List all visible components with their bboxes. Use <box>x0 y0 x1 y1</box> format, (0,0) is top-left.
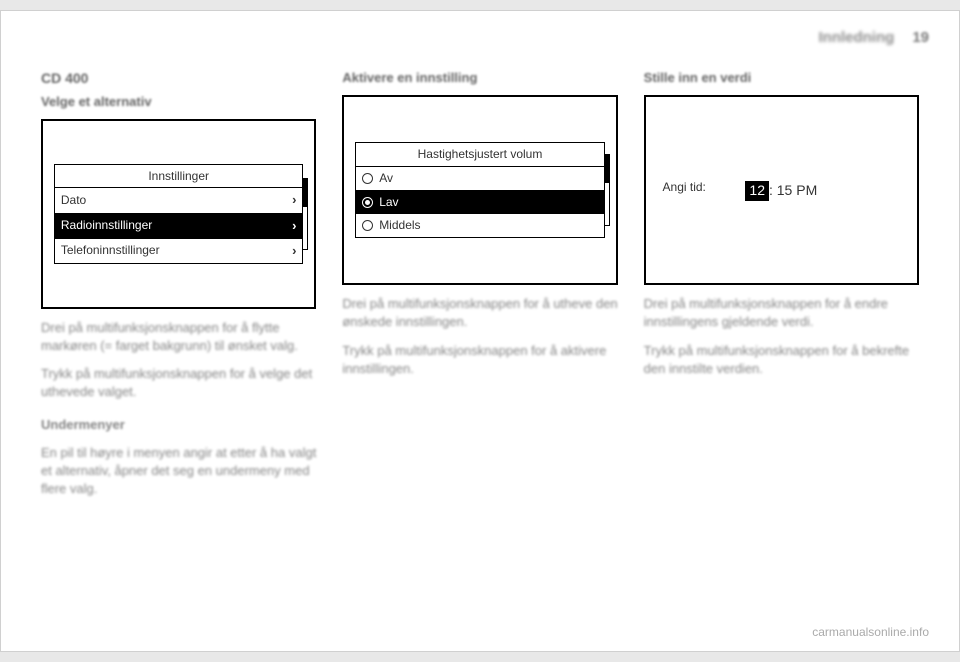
list-item-label: Telefoninnstillinger <box>61 242 160 259</box>
header-section-title: Innledning <box>818 29 894 46</box>
screenshot-set-time: Angi tid: 12: 15 PM <box>644 95 919 285</box>
chevron-right-icon: › <box>292 191 296 209</box>
time-label: Angi tid: <box>663 179 706 196</box>
column-1: CD 400 Velge et alternativ Innstillinger… <box>41 69 316 611</box>
footer-watermark: carmanualsonline.info <box>812 625 929 639</box>
col2-paragraph-2: Trykk på multifunksjonsknappen for å akt… <box>342 342 617 378</box>
col1-subheading: Velge et alternativ <box>41 93 316 111</box>
col1-submenu-heading: Undermenyer <box>41 416 316 434</box>
col2-paragraph-1: Drei på multifunksjonsknappen for å uthe… <box>342 295 617 331</box>
page-content: CD 400 Velge et alternativ Innstillinger… <box>41 69 919 611</box>
option-row[interactable]: Av <box>356 167 604 191</box>
screenshot-volume-setting: Hastighetsjustert volum Av Lav Middels <box>342 95 617 285</box>
manual-page: Innledning 19 CD 400 Velge et alternativ… <box>0 10 960 652</box>
scrollbar[interactable] <box>302 178 308 250</box>
page-header: Innledning 19 <box>31 29 929 46</box>
col1-paragraph-3: En pil til høyre i menyen angir at etter… <box>41 444 316 499</box>
header-page-number: 19 <box>912 29 929 46</box>
option-row[interactable]: Middels <box>356 214 604 237</box>
col3-paragraph-2: Trykk på multifunksjonsknappen for å bek… <box>644 342 919 378</box>
settings-list: Innstillinger Dato › Radioinnstillinger … <box>54 164 304 264</box>
list-item[interactable]: Radioinnstillinger › <box>55 214 303 239</box>
list-item-label: Dato <box>61 192 86 209</box>
list-item[interactable]: Dato › <box>55 188 303 213</box>
time-rest: : 15 PM <box>769 182 817 198</box>
scrollbar-thumb[interactable] <box>303 179 307 207</box>
volume-list-title: Hastighetsjustert volum <box>356 143 604 167</box>
option-row[interactable]: Lav <box>356 191 604 215</box>
col1-paragraph-1: Drei på multifunksjonsknappen for å flyt… <box>41 319 316 355</box>
col2-heading: Aktivere en innstilling <box>342 69 617 87</box>
list-item-label: Radioinnstillinger <box>61 217 152 234</box>
time-hour-selected[interactable]: 12 <box>745 181 769 201</box>
scrollbar[interactable] <box>604 154 610 226</box>
screenshot-settings-list: Innstillinger Dato › Radioinnstillinger … <box>41 119 316 309</box>
scrollbar-thumb[interactable] <box>605 155 609 183</box>
col3-heading: Stille inn en verdi <box>644 69 919 87</box>
radio-icon <box>362 197 373 208</box>
chevron-right-icon: › <box>292 217 296 235</box>
col1-paragraph-2: Trykk på multifunksjonsknappen for å vel… <box>41 365 316 401</box>
col1-heading: CD 400 <box>41 69 316 89</box>
radio-icon <box>362 220 373 231</box>
option-label: Lav <box>379 194 398 211</box>
col3-paragraph-1: Drei på multifunksjonsknappen for å endr… <box>644 295 919 331</box>
volume-option-list: Hastighetsjustert volum Av Lav Middels <box>355 142 605 238</box>
list-item[interactable]: Telefoninnstillinger › <box>55 239 303 263</box>
option-label: Middels <box>379 217 420 234</box>
column-2: Aktivere en innstilling Hastighetsjuster… <box>342 69 617 611</box>
chevron-right-icon: › <box>292 242 296 260</box>
column-3: Stille inn en verdi Angi tid: 12: 15 PM … <box>644 69 919 611</box>
option-label: Av <box>379 170 393 187</box>
settings-list-title: Innstillinger <box>55 165 303 189</box>
radio-icon <box>362 173 373 184</box>
time-setting-panel: Angi tid: 12: 15 PM <box>657 179 907 201</box>
